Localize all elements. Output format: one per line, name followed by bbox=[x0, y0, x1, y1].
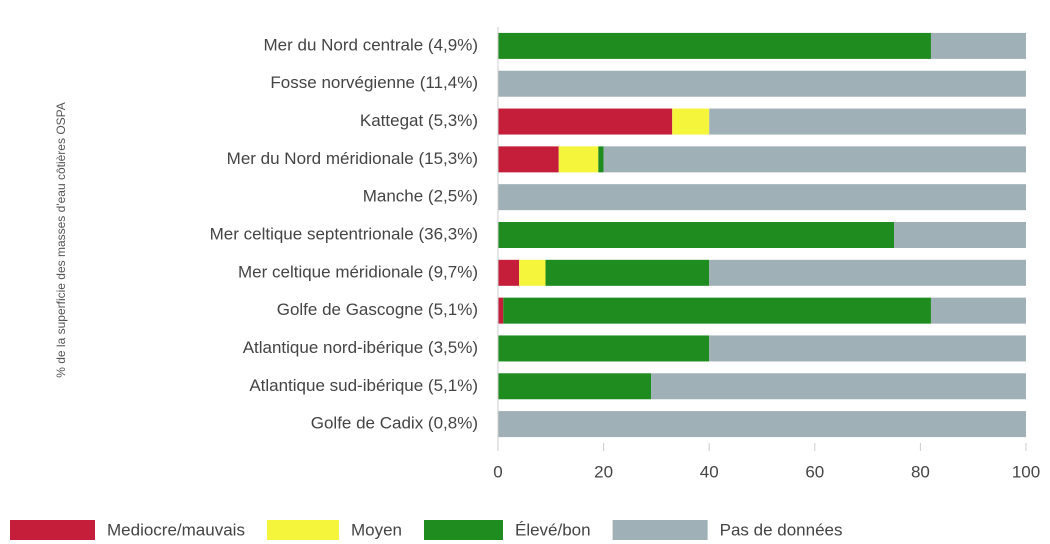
y-tick-label: Kattegat (5,3%) bbox=[360, 111, 478, 130]
bar-segment bbox=[498, 259, 520, 286]
y-tick-label: Mer du Nord centrale (4,9%) bbox=[264, 35, 478, 54]
bar-segment bbox=[709, 335, 1026, 362]
y-tick-label: Manche (2,5%) bbox=[363, 187, 478, 206]
y-tick-label: Mer celtique méridionale (9,7%) bbox=[238, 262, 478, 281]
x-tick-label: 40 bbox=[700, 462, 719, 481]
y-tick-label: Atlantique sud-ibérique (5,1%) bbox=[249, 376, 478, 395]
bar-segment bbox=[709, 108, 1026, 135]
bar-segment bbox=[498, 32, 931, 59]
y-tick-label: Mer du Nord méridionale (15,3%) bbox=[227, 149, 478, 168]
bar-segment bbox=[930, 297, 1026, 324]
y-tick-label: Mer celtique septentrionale (36,3%) bbox=[210, 224, 478, 243]
x-tick-label: 20 bbox=[594, 462, 613, 481]
x-tick-label: 60 bbox=[805, 462, 824, 481]
bar-segment bbox=[498, 335, 710, 362]
legend-label: Mediocre/mauvais bbox=[107, 520, 245, 539]
legend-label: Élevé/bon bbox=[515, 520, 591, 539]
x-tick-label: 80 bbox=[911, 462, 930, 481]
x-tick-label: 0 bbox=[493, 462, 502, 481]
bar-segment bbox=[498, 70, 1026, 97]
bar-segment bbox=[930, 32, 1026, 59]
legend-swatch bbox=[612, 520, 708, 540]
bar-segment bbox=[498, 411, 1026, 438]
y-tick-label: Atlantique nord-ibérique (3,5%) bbox=[243, 338, 478, 357]
bar-segment bbox=[545, 259, 710, 286]
y-axis-label: % de la superficie des masses d'eau côti… bbox=[54, 102, 68, 378]
bar-segment bbox=[503, 297, 931, 324]
legend-label: Moyen bbox=[351, 520, 402, 539]
bar-segment bbox=[519, 259, 546, 286]
bar-segment bbox=[894, 222, 1026, 248]
bar-segment bbox=[672, 108, 710, 135]
bar-segment bbox=[598, 146, 604, 173]
bar-segment bbox=[709, 259, 1026, 286]
legend-swatch bbox=[423, 520, 503, 540]
bar-segment bbox=[498, 184, 1026, 211]
bar-segment bbox=[498, 222, 894, 248]
y-tick-label: Golfe de Gascogne (5,1%) bbox=[277, 300, 478, 319]
bar-segment bbox=[558, 146, 599, 173]
legend-swatch bbox=[266, 520, 339, 540]
legend-label: Pas de données bbox=[720, 520, 843, 539]
legend-swatch bbox=[10, 520, 95, 540]
y-tick-label: Fosse norvégienne (11,4%) bbox=[270, 73, 478, 92]
bar-segment bbox=[498, 146, 559, 173]
bar-segment bbox=[498, 108, 673, 135]
bar-segment bbox=[498, 373, 652, 400]
bar-segment bbox=[603, 146, 1026, 173]
x-tick-label: 100 bbox=[1012, 462, 1040, 481]
bar-segment bbox=[651, 373, 1026, 400]
bar-segment bbox=[498, 297, 504, 324]
y-tick-label: Golfe de Cadix (0,8%) bbox=[311, 414, 478, 433]
